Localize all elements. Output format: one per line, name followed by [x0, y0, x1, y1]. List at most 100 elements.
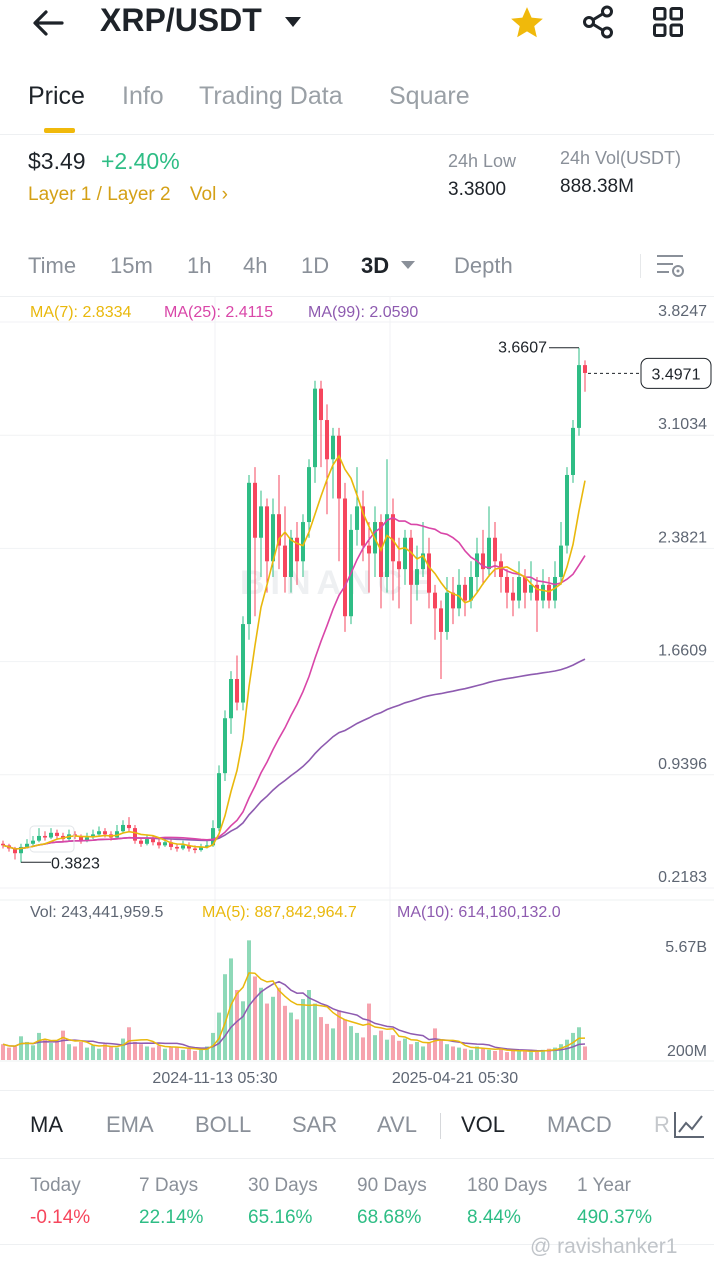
star-icon[interactable]: [508, 4, 546, 42]
candle-body: [403, 537, 407, 570]
volume-bar: [283, 1005, 287, 1060]
candle-body: [505, 576, 509, 593]
indicator-chart-icon[interactable]: [672, 1110, 706, 1140]
volume-bar: [109, 1046, 113, 1060]
candle-body: [289, 537, 293, 577]
candle-body: [361, 506, 365, 546]
tf-3d[interactable]: 3D: [361, 253, 390, 278]
vol-value-label: Vol: 243,441,959.5: [30, 904, 164, 921]
perf-value-today: -0.14%: [30, 1207, 91, 1228]
candle-body: [451, 592, 455, 609]
volume-bar: [277, 987, 281, 1060]
candle-body: [277, 514, 281, 546]
ma25-label: MA(25): 2.4115: [164, 304, 274, 321]
candle-body: [529, 584, 533, 593]
ind-boll[interactable]: BOLL: [195, 1112, 252, 1137]
candle-body: [295, 537, 299, 562]
volume-bar: [553, 1047, 557, 1060]
volume-bar: [193, 1050, 197, 1060]
chart-settings-icon[interactable]: [655, 252, 687, 280]
candle-body: [475, 553, 479, 577]
candle-body: [559, 545, 563, 577]
candle-body: [583, 365, 587, 373]
volume-bar: [319, 1017, 323, 1060]
vol-ma5-line: [2, 972, 586, 1053]
candle-body: [217, 773, 221, 829]
divider: [440, 1113, 441, 1139]
chevron-down-icon[interactable]: [283, 14, 303, 30]
candle-body: [193, 848, 197, 851]
candle-body: [103, 831, 107, 835]
candle-body: [55, 832, 59, 836]
ind-r[interactable]: R: [654, 1112, 670, 1137]
volume-bar: [241, 1001, 245, 1060]
tag-layer[interactable]: Layer 1 / Layer 2: [28, 184, 171, 205]
tab-info[interactable]: Info: [122, 82, 164, 110]
candle-body: [541, 584, 545, 601]
volume-bar: [397, 1040, 401, 1060]
ind-avl[interactable]: AVL: [377, 1112, 417, 1137]
tf-15m[interactable]: 15m: [110, 253, 153, 278]
price-axis-label: 2.3821: [658, 529, 707, 546]
ind-vol[interactable]: VOL: [461, 1112, 506, 1137]
candle-body: [493, 537, 497, 562]
volume-bar: [457, 1047, 461, 1060]
ind-sar[interactable]: SAR: [292, 1112, 338, 1137]
volume-bar: [511, 1050, 515, 1060]
pair-title[interactable]: XRP/USDT: [100, 2, 262, 38]
chevron-down-icon[interactable]: [400, 259, 416, 271]
category-tags[interactable]: Layer 1 / Layer 2 Vol ›: [28, 184, 228, 206]
volume-bar: [1, 1044, 5, 1060]
price-axis-label: 3.8247: [658, 303, 707, 320]
ind-ma[interactable]: MA: [30, 1112, 63, 1137]
volume-bar: [469, 1049, 473, 1060]
vol-ma5-label: MA(5): 887,842,964.7: [202, 904, 357, 921]
candle-body: [445, 592, 449, 632]
vol-label: 24h Vol(USDT): [560, 148, 682, 168]
candle-body: [259, 506, 263, 538]
tag-vol[interactable]: Vol: [189, 184, 217, 205]
candle-body: [391, 514, 395, 562]
tab-trading-data[interactable]: Trading Data: [199, 82, 343, 110]
share-icon[interactable]: [580, 4, 616, 40]
volume-axis-label: 5.67B: [665, 939, 707, 956]
grid-icon[interactable]: [650, 4, 686, 40]
candle-body: [139, 840, 143, 844]
candle-body: [97, 831, 101, 835]
back-arrow-icon[interactable]: [28, 6, 68, 40]
price-chart[interactable]: 3.82473.10342.38211.66090.93960.2183BINA…: [0, 296, 714, 1096]
tf-time[interactable]: Time: [28, 253, 77, 278]
tf-1h[interactable]: 1h: [187, 253, 212, 278]
tab-square[interactable]: Square: [389, 82, 470, 110]
volume-bar: [217, 1012, 221, 1060]
ind-ema[interactable]: EMA: [106, 1112, 154, 1137]
candle-body: [163, 842, 167, 846]
volume-bar: [505, 1052, 509, 1060]
volume-bar: [163, 1048, 167, 1060]
volume-bar: [271, 996, 275, 1060]
candle-body: [307, 467, 311, 523]
candle-body: [499, 561, 503, 577]
candle-body: [427, 553, 431, 593]
tf-1d[interactable]: 1D: [301, 253, 330, 278]
tf-4h[interactable]: 4h: [243, 253, 268, 278]
candle-body: [301, 522, 305, 562]
volume-bar: [205, 1046, 209, 1060]
volume-bar: [133, 1041, 137, 1060]
candle-body: [385, 514, 389, 577]
ma25-line: [2, 516, 586, 850]
ind-macd[interactable]: MACD: [547, 1112, 612, 1137]
divider: [0, 296, 714, 297]
volume-bar: [79, 1041, 83, 1060]
volume-bar: [361, 1037, 365, 1060]
price-axis-label: 3.1034: [658, 416, 707, 433]
volume-bar: [13, 1046, 17, 1060]
candle-body: [169, 842, 173, 847]
divider: [640, 254, 641, 278]
low-label: 24h Low: [448, 151, 517, 171]
tab-price[interactable]: Price: [28, 82, 85, 110]
candle-body: [151, 839, 155, 843]
tf-depth[interactable]: Depth: [454, 253, 513, 278]
volume-bar: [253, 976, 257, 1060]
volume-bar: [535, 1050, 539, 1060]
